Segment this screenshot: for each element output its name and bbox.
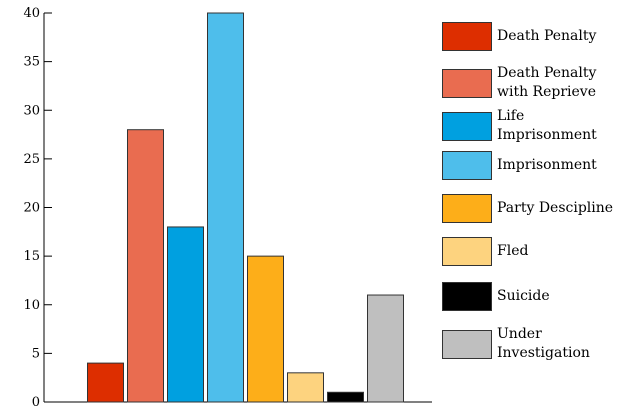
bar-5 <box>287 372 324 403</box>
legend-item: Death Penalty with Reprieve <box>442 64 596 102</box>
bar-0 <box>87 362 124 403</box>
y-tick-label: 15 <box>23 249 40 264</box>
legend-swatch <box>442 194 492 223</box>
legend-label: Life Imprisonment <box>497 108 597 143</box>
legend-swatch <box>442 329 492 359</box>
legend-item: Suicide <box>442 282 550 311</box>
legend-swatch <box>442 68 492 98</box>
y-tick-label: 20 <box>23 201 40 216</box>
legend-item: Imprisonment <box>442 151 597 180</box>
legend-label: Death Penalty with Reprieve <box>497 65 597 100</box>
legend-swatch <box>442 22 492 51</box>
legend-swatch <box>442 151 492 180</box>
bars-layer <box>87 12 404 403</box>
bar-1 <box>127 129 164 403</box>
bar-7 <box>367 294 404 403</box>
legend-item: Life Imprisonment <box>442 107 597 145</box>
y-tick-label: 5 <box>32 346 40 361</box>
legend-label: Death Penalty <box>497 28 597 44</box>
legend-item: Death Penalty <box>442 22 596 51</box>
bar-4 <box>247 255 284 403</box>
y-tick-label: 40 <box>23 6 40 21</box>
legend-label: Imprisonment <box>497 157 597 173</box>
y-tick-label: 0 <box>32 395 40 410</box>
legend-label: Fled <box>497 243 529 259</box>
legend-item: Fled <box>442 237 528 266</box>
y-tick-label: 25 <box>23 152 40 167</box>
y-tick-label: 10 <box>23 298 40 313</box>
legend-item: Party Descipline <box>442 194 613 223</box>
bar-2 <box>167 226 204 403</box>
legend-label: Party Descipline <box>497 200 614 216</box>
legend-label: Under Investigation <box>497 326 590 361</box>
legend-label: Suicide <box>497 288 550 304</box>
legend-swatch <box>442 237 492 266</box>
bar-3 <box>207 12 244 403</box>
y-tick-label: 30 <box>23 103 40 118</box>
legend-swatch <box>442 282 492 311</box>
legend-swatch <box>442 111 492 141</box>
bar-6 <box>327 391 364 403</box>
legend-item: Under Investigation <box>442 325 590 363</box>
y-tick-label: 35 <box>23 55 40 70</box>
